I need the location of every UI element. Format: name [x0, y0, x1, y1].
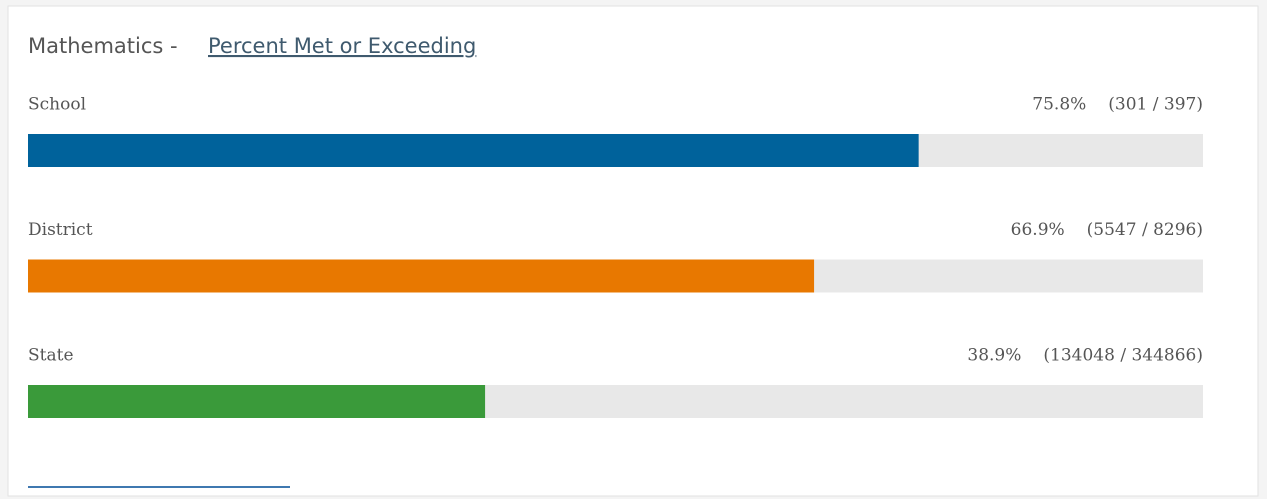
value-label: 66.9% [1011, 220, 1065, 240]
detail-label: (301 / 397) [1108, 95, 1203, 115]
detail-label: (5547 / 8296) [1087, 220, 1203, 240]
panel [7, 5, 1259, 497]
category-label: School [28, 95, 86, 115]
value-label: 75.8% [1032, 95, 1086, 115]
category-label: State [28, 346, 74, 366]
detail-label: (134048 / 344866) [1043, 346, 1203, 366]
category-label: District [28, 220, 93, 240]
value-label: 38.9% [967, 346, 1021, 366]
chart-title: Mathematics - [28, 34, 178, 58]
title-link[interactable]: Percent Met or Exceeding [208, 34, 476, 58]
bar [28, 385, 486, 418]
bar [28, 259, 815, 293]
bar [28, 134, 919, 167]
